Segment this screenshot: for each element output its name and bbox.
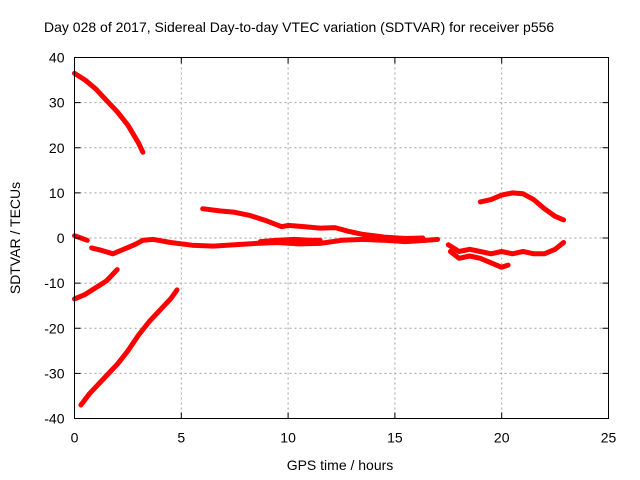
x-tick-label: 5 bbox=[177, 430, 185, 446]
y-tick-label: -30 bbox=[44, 365, 64, 381]
series-arc-1 bbox=[72, 70, 146, 155]
series-arc-7 bbox=[257, 236, 323, 245]
series-arc-6 bbox=[200, 206, 426, 241]
y-tick-label: -10 bbox=[44, 275, 64, 291]
y-tick-label: 20 bbox=[49, 140, 65, 156]
x-axis-label: GPS time / hours bbox=[287, 457, 394, 473]
series-arc-4 bbox=[72, 267, 120, 302]
y-tick-labels: -40 -30 -20 -10 0 10 20 30 40 bbox=[44, 50, 64, 427]
x-tick-label: 20 bbox=[494, 430, 510, 446]
y-axis-label: SDTVAR / TECUs bbox=[7, 182, 23, 294]
axis-ticks bbox=[74, 57, 609, 419]
y-tick-label: -20 bbox=[44, 320, 64, 336]
data-series bbox=[72, 70, 567, 408]
y-tick-label: -40 bbox=[44, 411, 64, 427]
y-tick-label: 0 bbox=[57, 230, 65, 246]
series-arc-9 bbox=[447, 249, 511, 270]
series-arc-2 bbox=[72, 233, 90, 243]
series-arc-8 bbox=[445, 240, 567, 257]
x-tick-label: 15 bbox=[387, 430, 403, 446]
y-tick-label: 30 bbox=[49, 95, 65, 111]
x-tick-label: 0 bbox=[71, 430, 79, 446]
y-tick-label: 10 bbox=[49, 185, 65, 201]
x-tick-label: 25 bbox=[601, 430, 617, 446]
chart-title: Day 028 of 2017, Sidereal Day-to-day VTE… bbox=[44, 19, 554, 35]
series-arc-3 bbox=[89, 236, 441, 257]
series-arc-5 bbox=[78, 287, 180, 408]
series-arc-10 bbox=[477, 190, 567, 223]
x-tick-labels: 0 5 10 15 20 25 bbox=[71, 430, 617, 446]
x-tick-label: 10 bbox=[280, 430, 296, 446]
y-tick-label: 40 bbox=[49, 50, 65, 66]
